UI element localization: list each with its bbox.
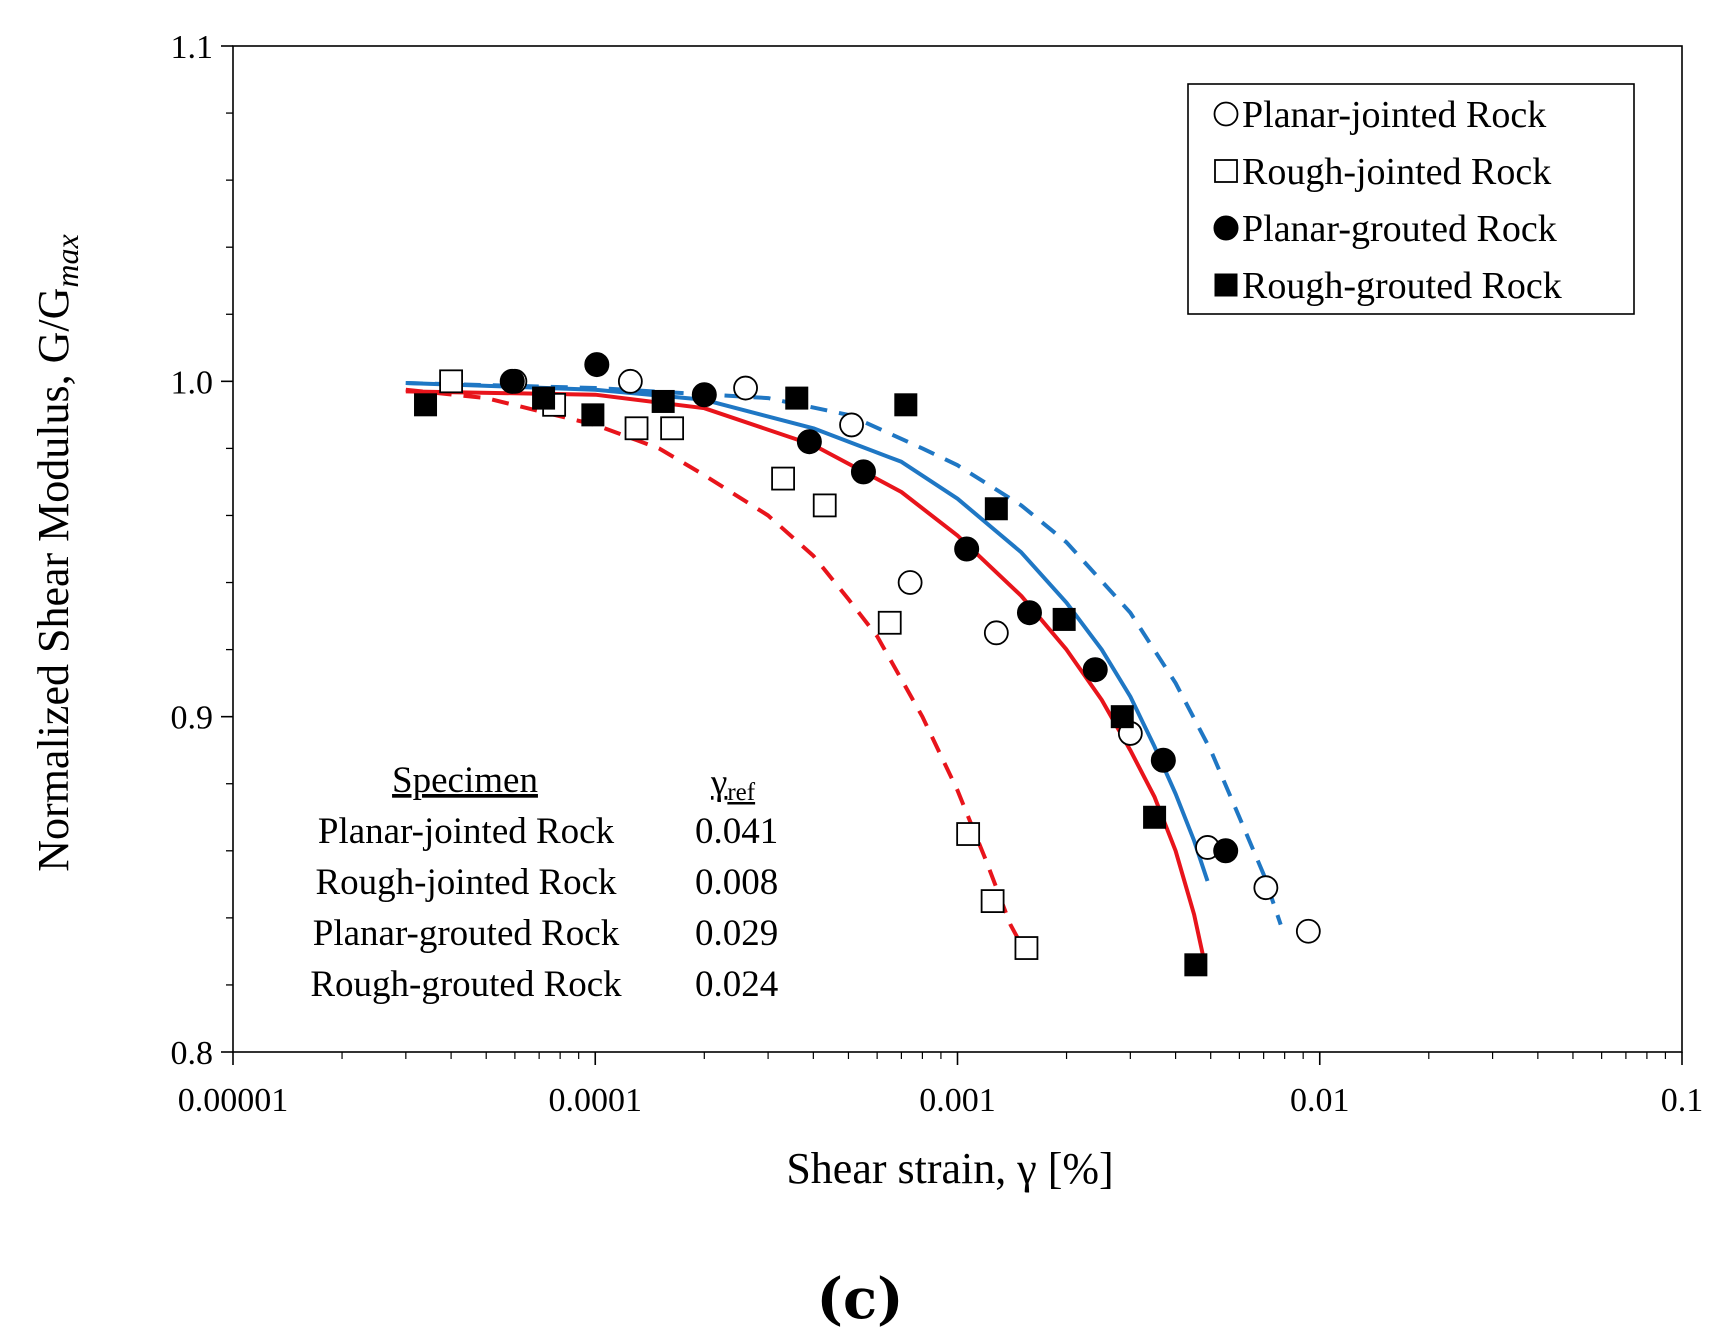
data-point (877, 610, 902, 635)
table-header-gamma: γ (710, 762, 727, 803)
data-point (897, 570, 923, 595)
legend-box (1187, 83, 1635, 315)
data-point (1016, 600, 1042, 626)
data-point (839, 412, 864, 438)
data-point (532, 386, 556, 410)
axes: 0.8 0.9 1.0 1.1 0.00001 0.0001 0.001 0.01 0.1 (171, 29, 1704, 1119)
fit-curve (405, 387, 1024, 946)
series-rough-jointed-rock (439, 369, 1039, 960)
data-point (439, 369, 463, 394)
x-tick-label: 0.00001 (178, 1082, 289, 1119)
data-point (812, 493, 837, 518)
y-axis-title-sub: max (49, 234, 85, 287)
table-row-value: 0.041 (695, 811, 778, 852)
data-point (980, 889, 1005, 913)
table-header-specimen: Specimen (392, 760, 538, 801)
legend-label: Planar-jointed Rock (1242, 94, 1546, 136)
panel-label: (c) (816, 1266, 903, 1332)
legend-marker (1214, 159, 1238, 183)
legend-marker (1213, 101, 1239, 127)
legend-label: Rough-grouted Rock (1242, 265, 1562, 307)
data-point (1150, 747, 1176, 773)
x-tick-label: 0.01 (1290, 1082, 1350, 1119)
y-tick-label: 0.8 (171, 1035, 214, 1072)
data-point (584, 352, 610, 378)
data-point (796, 429, 822, 455)
legend-label: Rough-jointed Rock (1242, 151, 1551, 193)
gamma-ref-table: Specimen γref Planar-jointed Rock 0.041 Roug… (310, 760, 778, 1005)
data-point (581, 403, 605, 427)
data-point (850, 459, 876, 485)
data-point (691, 382, 717, 408)
series-rough-grouted-rock (414, 386, 1208, 977)
table-row-specimen: Rough-jointed Rock (315, 862, 617, 903)
legend-label: Planar-grouted Rock (1242, 208, 1557, 250)
data-point (1143, 805, 1167, 829)
legend: Planar-jointed Rock Rough-jointed Rock Pla… (1187, 83, 1635, 315)
data-point (1213, 838, 1239, 864)
y-axis-title-main: Normalized Shear Modulus, G/G (29, 288, 78, 872)
y-tick-label: 1.0 (171, 364, 214, 401)
fit-curve (405, 389, 1207, 962)
data-point (894, 393, 918, 417)
data-point (651, 389, 675, 413)
table-row-value: 0.024 (695, 964, 778, 1005)
legend-marker (1214, 273, 1238, 297)
data-point (414, 393, 438, 417)
table-header-gamma-ref: γref (710, 762, 756, 806)
data-point (1082, 657, 1108, 683)
data-point (660, 416, 685, 441)
table-header-ref: ref (727, 779, 755, 806)
data-point (1014, 936, 1039, 960)
x-tick-label: 0.1 (1661, 1082, 1704, 1119)
data-point (984, 497, 1008, 521)
fit-curve (405, 381, 1283, 926)
x-axis-title: Shear strain, γ [%] (786, 1144, 1113, 1193)
data-point (785, 386, 809, 410)
data-point (1110, 705, 1134, 729)
y-axis-title: Normalized Shear Modulus, G/Gmax (29, 234, 85, 871)
data-point (733, 375, 758, 401)
y-tick-label: 1.1 (171, 29, 214, 66)
data-point (1184, 953, 1208, 977)
data-point (624, 416, 649, 441)
x-tick-label: 0.001 (919, 1082, 996, 1119)
x-tick-label: 0.0001 (549, 1082, 643, 1119)
data-point (617, 368, 643, 394)
data-point (499, 368, 525, 394)
data-point (1295, 918, 1321, 944)
data-point (983, 620, 1009, 646)
table-row-value: 0.029 (695, 913, 778, 954)
table-row-specimen: Planar-grouted Rock (313, 913, 620, 954)
table-row-specimen: Planar-jointed Rock (318, 811, 615, 852)
series-planar-grouted-rock (499, 352, 1239, 864)
data-point (1253, 875, 1279, 901)
table-row-value: 0.008 (695, 862, 778, 903)
data-point (954, 536, 980, 562)
legend-marker (1213, 215, 1239, 241)
fit-curves (405, 381, 1283, 962)
data-point (771, 466, 795, 491)
y-tick-label: 0.9 (171, 700, 214, 737)
table-row-specimen: Rough-grouted Rock (310, 964, 622, 1005)
data-point (1052, 607, 1076, 631)
data-point (956, 822, 981, 846)
data-points (414, 352, 1321, 977)
fit-curve (405, 381, 1210, 882)
